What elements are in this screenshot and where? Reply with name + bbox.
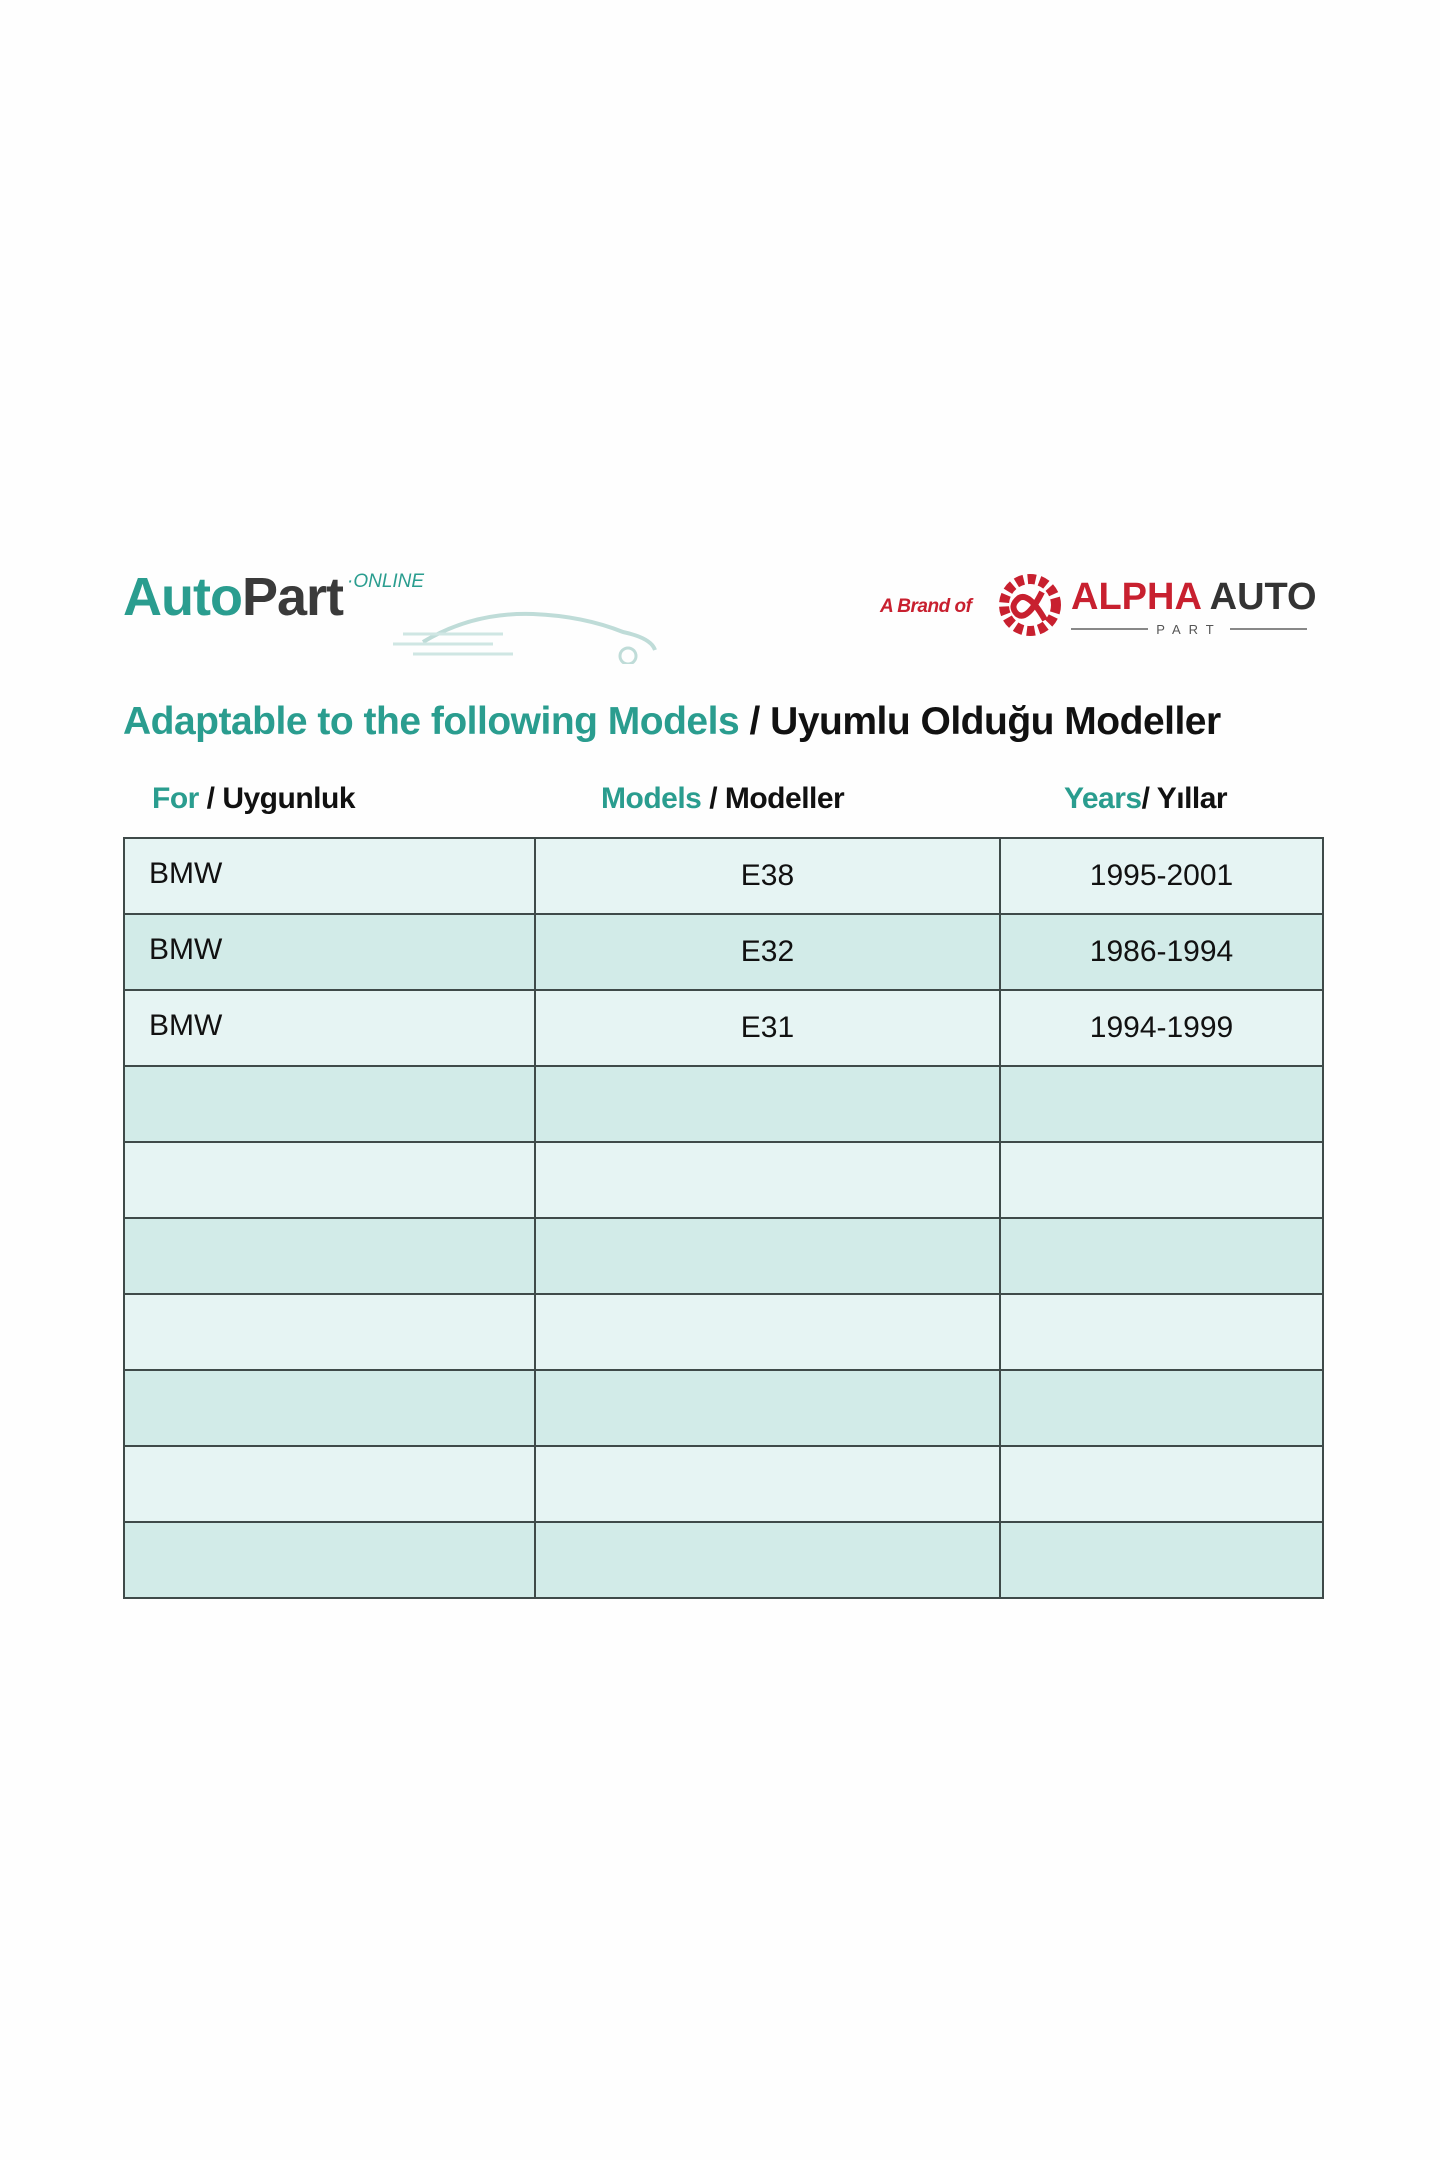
brand-of-text: A Brand of bbox=[880, 596, 972, 617]
cell-make: BMW bbox=[123, 989, 536, 1067]
cell-model: E38 bbox=[534, 837, 1001, 915]
cell-make bbox=[123, 1445, 536, 1523]
header-models: Models / Modeller bbox=[601, 782, 845, 815]
alpha-auto-wordmark: ALPHA AUTO bbox=[1071, 576, 1317, 618]
cell-model bbox=[534, 1521, 1001, 1599]
cell-years bbox=[999, 1293, 1324, 1371]
table-row bbox=[123, 1293, 1324, 1371]
cell-model bbox=[534, 1217, 1001, 1295]
cell-make bbox=[123, 1065, 536, 1143]
table-row bbox=[123, 1521, 1324, 1599]
cell-years bbox=[999, 1369, 1324, 1447]
cell-model bbox=[534, 1141, 1001, 1219]
logo-wordmark: Auto Part ·ONLINE bbox=[123, 570, 583, 624]
cell-make bbox=[123, 1369, 536, 1447]
cell-model: E32 bbox=[534, 913, 1001, 991]
logo-auto-text: Auto bbox=[123, 567, 243, 627]
table-row: BMW E32 1986-1994 bbox=[123, 913, 1324, 991]
header-years: Years/ Yıllar bbox=[1064, 782, 1228, 815]
logo-online-text: ·ONLINE bbox=[347, 571, 425, 592]
alpha-gear-icon bbox=[999, 574, 1061, 636]
cell-model bbox=[534, 1065, 1001, 1143]
table-row bbox=[123, 1141, 1324, 1219]
cell-make bbox=[123, 1521, 536, 1599]
cell-years bbox=[999, 1445, 1324, 1523]
car-icon bbox=[393, 611, 657, 664]
cell-make: BMW bbox=[123, 837, 536, 915]
cell-years bbox=[999, 1141, 1324, 1219]
cell-make bbox=[123, 1293, 536, 1371]
cell-years bbox=[999, 1217, 1324, 1295]
logo-part-text: Part bbox=[241, 567, 344, 627]
cell-model bbox=[534, 1369, 1001, 1447]
table-row bbox=[123, 1065, 1324, 1143]
table-row bbox=[123, 1217, 1324, 1295]
table-row: BMW E31 1994-1999 bbox=[123, 989, 1324, 1067]
cell-make bbox=[123, 1217, 536, 1295]
cell-years: 1995-2001 bbox=[999, 837, 1324, 915]
cell-make: BMW bbox=[123, 913, 536, 991]
cell-years bbox=[999, 1065, 1324, 1143]
autopart-online-logo: Auto Part ·ONLINE bbox=[123, 570, 657, 664]
compatibility-table: BMW E38 1995-2001 BMW E32 1986-1994 BMW E31 1994… bbox=[123, 837, 1324, 1599]
cell-model bbox=[534, 1445, 1001, 1523]
header-for: For / Uygunluk bbox=[152, 782, 356, 815]
part-subtitle: PART bbox=[1071, 622, 1308, 636]
table-row bbox=[123, 1445, 1324, 1523]
cell-make bbox=[123, 1141, 536, 1219]
cell-model bbox=[534, 1293, 1001, 1371]
cell-years: 1994-1999 bbox=[999, 989, 1324, 1067]
cell-years bbox=[999, 1521, 1324, 1599]
page-title: Adaptable to the following Models / Uyum… bbox=[123, 700, 1221, 743]
table-row: BMW E38 1995-2001 bbox=[123, 837, 1324, 915]
alpha-auto-part-logo: A Brand of ALPHA AUTO PART bbox=[875, 572, 1317, 642]
cell-years: 1986-1994 bbox=[999, 913, 1324, 991]
table-row bbox=[123, 1369, 1324, 1447]
cell-model: E31 bbox=[534, 989, 1001, 1067]
